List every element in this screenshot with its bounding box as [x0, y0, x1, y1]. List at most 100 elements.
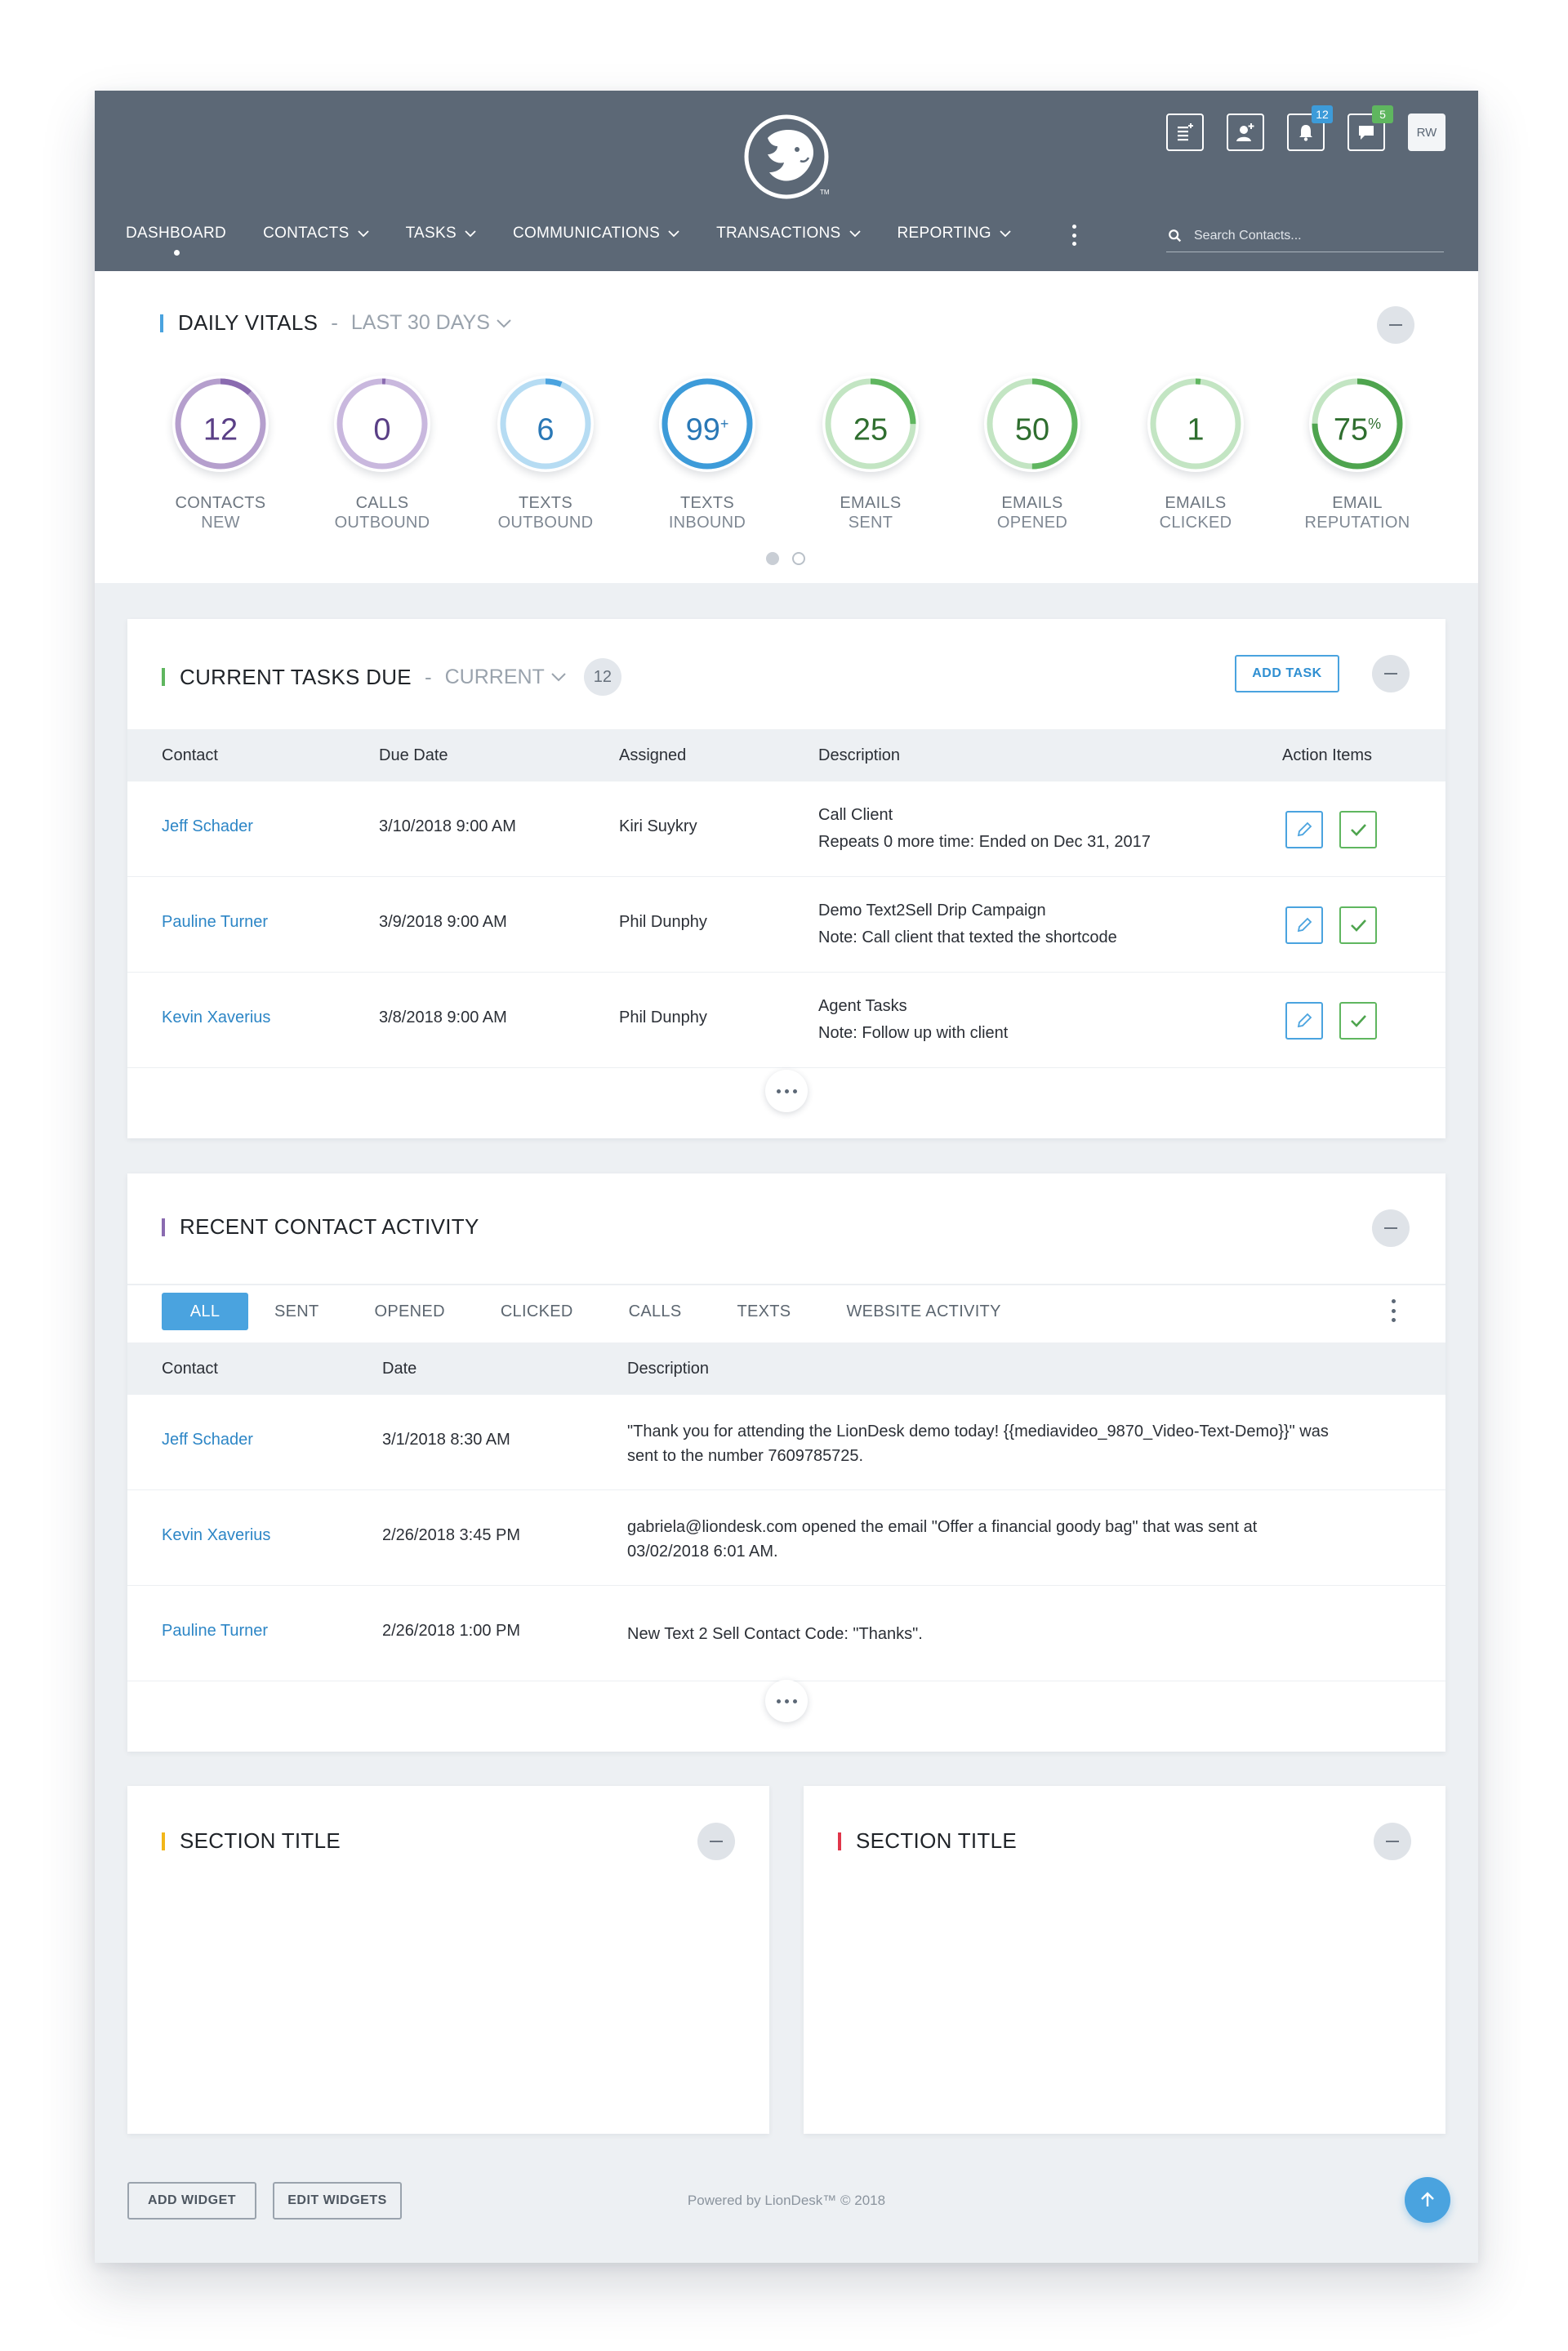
add-task-button[interactable]: ADD TASK: [1235, 655, 1339, 692]
vital-emails-sent[interactable]: 25 EMAILS SENT: [793, 376, 948, 532]
vital-emails-opened[interactable]: 50 EMAILS OPENED: [955, 376, 1110, 532]
contact-link[interactable]: Jeff Schader: [162, 817, 253, 835]
vital-ring: 25: [822, 376, 919, 472]
title-separator: -: [424, 664, 432, 689]
tab-texts[interactable]: TEXTS: [737, 1302, 791, 1320]
progress-ring-icon: [662, 378, 753, 470]
vital-value: 50: [1014, 412, 1050, 447]
progress-ring-icon: [825, 378, 916, 470]
progress-ring-icon: [175, 378, 266, 470]
add-contact-button[interactable]: [1227, 114, 1264, 151]
edit-task-button[interactable]: [1285, 1002, 1323, 1040]
vitals-collapse-button[interactable]: [1377, 306, 1414, 344]
section-accent: [162, 668, 165, 686]
edit-widgets-button[interactable]: EDIT WIDGETS: [273, 2182, 402, 2220]
chevron-down-icon: [1000, 230, 1011, 238]
vital-email-reputation[interactable]: 75% EMAIL REPUTATION: [1280, 376, 1435, 532]
dashboard-app: TM 12: [95, 91, 1478, 2263]
activity-load-more-button[interactable]: [765, 1680, 808, 1722]
nav-contacts[interactable]: CONTACTS: [263, 225, 369, 243]
nav-label: REPORTING: [897, 225, 991, 242]
header-icon-group: 12 5 RW: [1166, 105, 1446, 151]
activity-date: 2/26/2018 3:45 PM: [382, 1526, 521, 1544]
nav-reporting[interactable]: REPORTING: [898, 225, 1011, 243]
vital-sublabel: CLICKED: [1159, 514, 1232, 532]
contact-link[interactable]: Kevin Xaverius: [162, 1009, 271, 1026]
complete-task-button[interactable]: [1339, 1002, 1377, 1040]
section-title: SECTION TITLE: [856, 1828, 1018, 1853]
tasks-load-more-button[interactable]: [765, 1070, 808, 1112]
vital-ring: 0: [334, 376, 430, 472]
tab-calls[interactable]: CALLS: [628, 1302, 682, 1320]
search-input[interactable]: [1194, 228, 1431, 243]
contact-link[interactable]: Pauline Turner: [162, 1622, 269, 1640]
complete-task-button[interactable]: [1339, 811, 1377, 848]
nav-tasks[interactable]: TASKS: [406, 225, 476, 243]
user-avatar[interactable]: RW: [1408, 114, 1446, 151]
column-header: Due Date: [379, 746, 448, 764]
complete-task-button[interactable]: [1339, 906, 1377, 944]
pencil-icon: [1297, 822, 1312, 837]
scroll-to-top-button[interactable]: [1405, 2177, 1450, 2223]
task-list-button[interactable]: [1166, 114, 1204, 151]
carousel-dot[interactable]: [792, 552, 805, 565]
column-header: Description: [627, 1360, 710, 1378]
vital-label: EMAILS: [840, 494, 902, 512]
vital-emails-clicked[interactable]: 1 EMAILS CLICKED: [1118, 376, 1273, 532]
pencil-icon: [1297, 917, 1312, 933]
tab-website-activity[interactable]: WEBSITE ACTIVITY: [846, 1302, 1001, 1320]
section-collapse-button[interactable]: [697, 1823, 735, 1860]
activity-more-menu[interactable]: [1392, 1299, 1396, 1322]
task-title: Demo Text2Sell Drip Campaign: [818, 902, 1046, 919]
activity-collapse-button[interactable]: [1372, 1209, 1410, 1247]
tasks-list-icon: [1178, 123, 1193, 141]
vital-value: 25: [853, 412, 889, 447]
title-separator: -: [331, 310, 338, 335]
tab-opened[interactable]: OPENED: [374, 1302, 445, 1320]
notifications-button[interactable]: 12: [1287, 105, 1333, 151]
nav-dashboard[interactable]: DASHBOARD: [126, 225, 227, 256]
nav-more-button[interactable]: [1072, 225, 1077, 246]
messages-button[interactable]: 5: [1348, 105, 1393, 151]
main-nav: DASHBOARD CONTACTS TASKS COMMUNICATIONS TRAN…: [126, 225, 1048, 256]
minus-icon: [1384, 1227, 1397, 1229]
edit-task-button[interactable]: [1285, 811, 1323, 848]
powered-by-text: Powered by LionDesk™ © 2018: [687, 2193, 886, 2208]
vitals-range-dropdown[interactable]: LAST 30 DAYS: [351, 311, 511, 335]
tasks-collapse-button[interactable]: [1372, 655, 1410, 692]
column-header: Contact: [162, 1360, 218, 1378]
nav-transactions[interactable]: TRANSACTIONS: [716, 225, 861, 243]
section-header: SECTION TITLE: [838, 1828, 1017, 1854]
vital-label: TEXTS: [680, 494, 734, 512]
minus-icon: [1384, 673, 1397, 675]
contact-link[interactable]: Kevin Xaverius: [162, 1526, 271, 1544]
tab-sent[interactable]: SENT: [274, 1302, 319, 1320]
activity-date: 2/26/2018 1:00 PM: [382, 1622, 521, 1640]
section-collapse-button[interactable]: [1374, 1823, 1411, 1860]
tasks-filter-dropdown[interactable]: CURRENT: [445, 666, 566, 689]
tab-clicked[interactable]: CLICKED: [500, 1302, 573, 1320]
nav-label: DASHBOARD: [126, 225, 227, 242]
nav-communications[interactable]: COMMUNICATIONS: [513, 225, 679, 243]
vital-texts-outbound[interactable]: 6 TEXTS OUTBOUND: [468, 376, 623, 532]
tab-all[interactable]: ALL: [162, 1293, 248, 1330]
vital-texts-inbound[interactable]: 99+ TEXTS INBOUND: [630, 376, 785, 532]
section-header: SECTION TITLE: [162, 1828, 341, 1854]
vital-contacts-new[interactable]: 12 CONTACTS NEW: [143, 376, 298, 532]
add-widget-button[interactable]: ADD WIDGET: [127, 2182, 256, 2220]
tasks-title: CURRENT TASKS DUE: [180, 664, 412, 689]
pencil-icon: [1297, 1013, 1312, 1028]
table-row: Jeff Schader 3/10/2018 9:00 AM Kiri Suykry…: [127, 781, 1446, 877]
carousel-dot-active[interactable]: [766, 552, 779, 565]
section-accent: [160, 314, 163, 332]
contact-link[interactable]: Jeff Schader: [162, 1431, 253, 1449]
section-widget-right: SECTION TITLE: [804, 1786, 1446, 2134]
vital-calls-outbound[interactable]: 0 CALLS OUTBOUND: [305, 376, 460, 532]
activity-date: 3/1/2018 8:30 AM: [382, 1431, 510, 1449]
edit-task-button[interactable]: [1285, 906, 1323, 944]
checkmark-icon: [1351, 919, 1366, 932]
vital-sublabel: OUTBOUND: [497, 514, 594, 532]
vital-sublabel: REPUTATION: [1304, 514, 1410, 532]
contact-link[interactable]: Pauline Turner: [162, 913, 269, 931]
liondesk-logo[interactable]: TM: [743, 114, 830, 200]
